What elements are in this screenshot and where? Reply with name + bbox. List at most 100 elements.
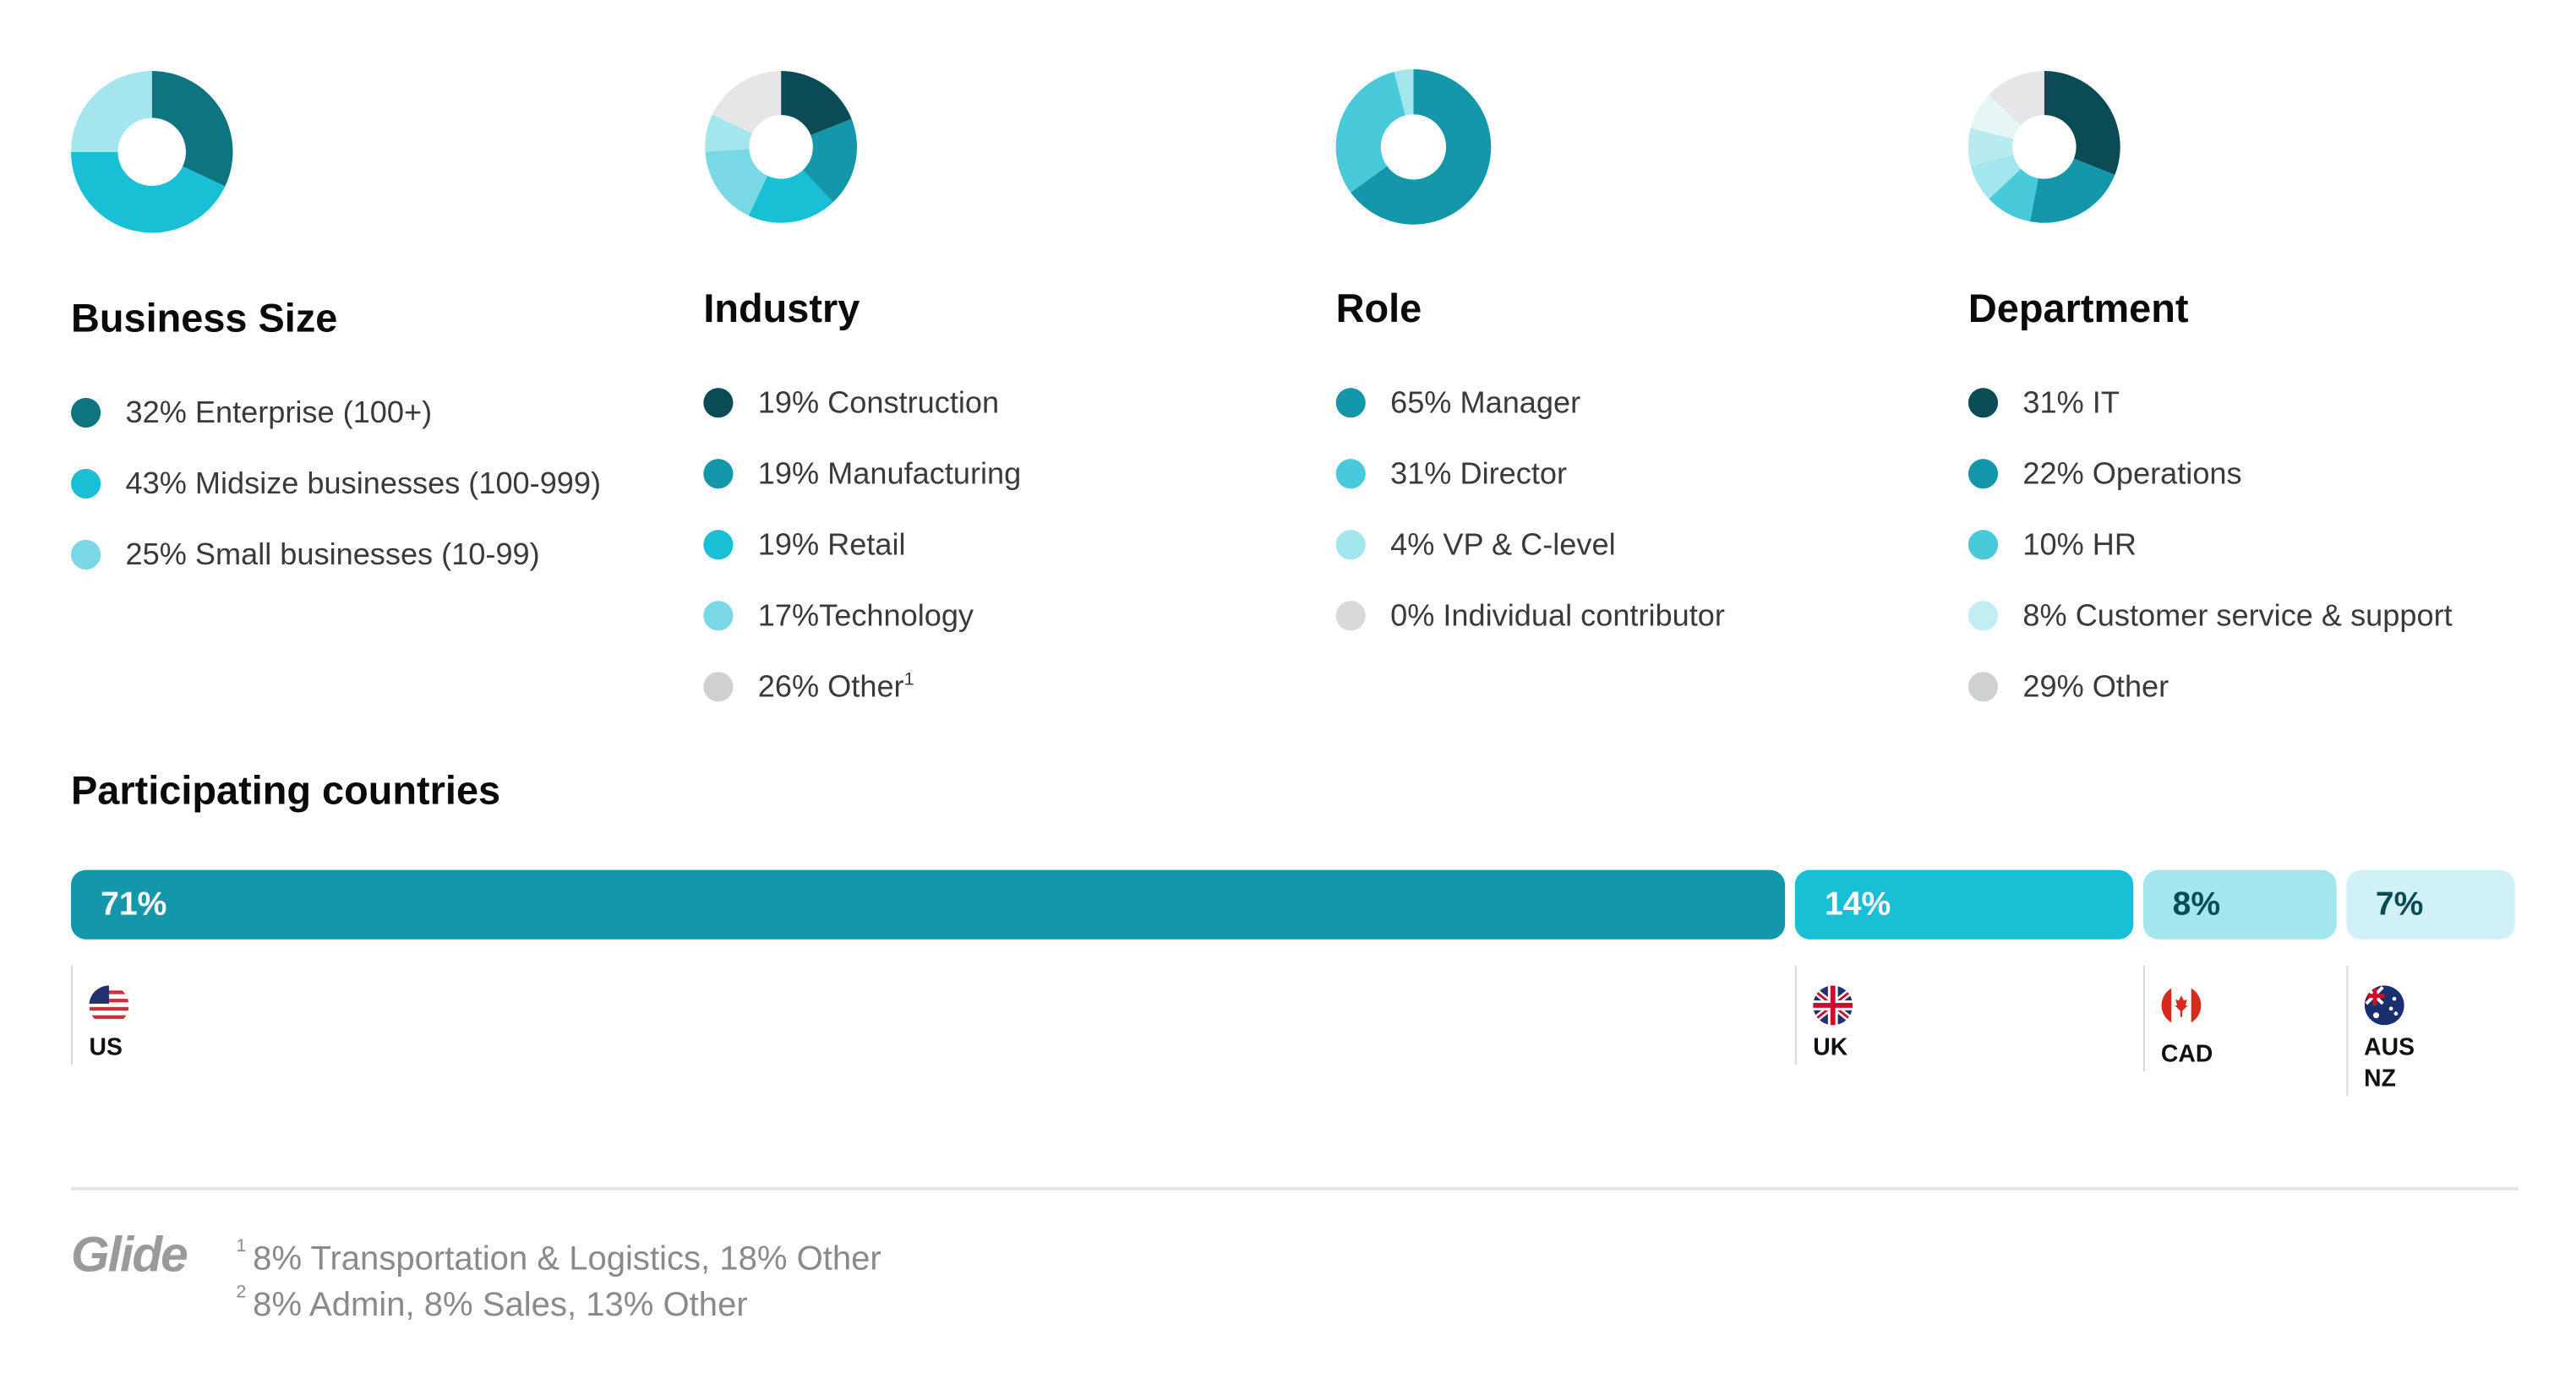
donut-slice	[1335, 71, 1405, 193]
legend-item: 4% VP & C-level	[1335, 525, 1616, 564]
legend-dot	[703, 388, 734, 418]
divider	[71, 1186, 2519, 1191]
legend-dot	[703, 601, 734, 631]
legend-item: 31% IT	[1967, 383, 2120, 422]
donut-slice	[1394, 69, 1414, 116]
legend-label: 19% Manufacturing	[757, 455, 1022, 491]
legend-item: 43% Midsize businesses (100-999)	[71, 464, 601, 504]
country-name: US	[89, 1035, 123, 1062]
donut-slice	[1989, 168, 2038, 222]
legend-dot	[1967, 388, 1999, 418]
us-flag-icon	[89, 985, 129, 1026]
donut-slice	[748, 170, 833, 223]
donut-slice	[705, 114, 752, 152]
legend-item: 31% Director	[1335, 454, 1568, 493]
chart-heading: Industry	[703, 286, 860, 332]
legend-dot	[1335, 388, 1366, 418]
legend-label: 65% Manager	[1390, 384, 1581, 420]
legend-label: 29% Other	[2022, 668, 2169, 704]
country-bar-segment: 8%	[2142, 869, 2336, 940]
country-label: CAD	[2142, 965, 2213, 1072]
donut-slice	[705, 149, 768, 216]
legend-dot	[1335, 601, 1366, 631]
legend-dot	[71, 539, 101, 570]
donut-slice	[1970, 95, 2022, 139]
legend-dot	[703, 530, 734, 560]
donut-slice	[71, 151, 226, 233]
legend-item: 0% Individual contributor	[1335, 596, 1725, 635]
donut-slice	[2044, 71, 2120, 175]
legend-label: 17%Technology	[757, 597, 974, 633]
countries-bar: 71% 14% 8% 7%	[71, 869, 2515, 940]
legend-label: 32% Enterprise (100+)	[125, 394, 433, 429]
donut-slice	[802, 118, 858, 203]
legend-label: 10% HR	[2022, 526, 2137, 562]
legend-dot	[1335, 530, 1366, 560]
donut-slice	[1967, 128, 2014, 166]
legend-label: 31% Director	[1390, 455, 1568, 491]
segment-label: 7%	[2375, 885, 2424, 923]
legend-item: 10% HR	[1967, 525, 2137, 564]
legend-label: 4% VP & C-level	[1390, 526, 1616, 562]
legend-label: 22% Operations	[2022, 455, 2242, 491]
legend-dot	[71, 397, 101, 428]
donut-slice	[781, 71, 852, 135]
country-bar-segment: 14%	[1794, 869, 2133, 940]
legend-label: 19% Construction	[757, 384, 1000, 420]
legend-dot	[1967, 601, 1999, 631]
legend-item: 19% Manufacturing	[703, 454, 1021, 493]
legend-item: 17%Technology	[703, 596, 974, 635]
legend-item: 65% Manager	[1335, 383, 1581, 422]
chart-heading: Role	[1335, 286, 1422, 332]
canada-flag-icon	[2160, 985, 2201, 1026]
footnote-1: 1 8% Transportation & Logistics, 18% Othe…	[236, 1236, 881, 1278]
donut-slice	[1989, 71, 2044, 126]
donut-slice	[1351, 69, 1492, 225]
donut-slice	[712, 71, 782, 134]
country-label: UK	[1794, 965, 1853, 1065]
legend-dot	[1335, 459, 1366, 489]
glide-logo: Glide	[71, 1228, 188, 1283]
legend-dot	[1967, 672, 1999, 702]
donut-slice	[1970, 155, 2022, 199]
donut-slice	[151, 71, 233, 187]
country-name: UK	[1813, 1035, 1848, 1062]
legend-dot	[1967, 530, 1999, 560]
legend-item: 8% Customer service & support	[1967, 596, 2453, 635]
country-name: CAD	[2160, 1041, 2213, 1069]
countries-heading: Participating countries	[71, 769, 501, 815]
legend-label: 25% Small businesses (10-99)	[125, 536, 540, 572]
legend-item: 32% Enterprise (100+)	[71, 393, 432, 433]
country-label: AUS NZ	[2345, 965, 2415, 1097]
legend-label: 8% Customer service & support	[2022, 597, 2453, 633]
legend-dot	[703, 672, 734, 702]
donut-3	[1967, 71, 2120, 223]
country-bar-segment: 71%	[71, 869, 1786, 940]
donut-1	[705, 71, 858, 223]
legend-label: 0% Individual contributor	[1390, 597, 1725, 633]
country-bar-segment: 7%	[2345, 869, 2515, 940]
legend-dot	[1967, 459, 1999, 489]
segment-label: 14%	[1824, 885, 1891, 923]
donut-slice	[71, 71, 152, 152]
legend-label: 31% IT	[2022, 384, 2120, 420]
country-label: US	[71, 965, 129, 1065]
chart-heading: Department	[1967, 286, 2189, 332]
legend-item: 26% Other1	[703, 667, 914, 706]
footnote-2: 2 8% Admin, 8% Sales, 13% Other	[236, 1283, 748, 1324]
chart-heading: Business Size	[71, 297, 338, 342]
donut-slice	[2029, 158, 2115, 223]
donut-2	[1335, 69, 1492, 225]
legend-label: 26% Other1	[757, 668, 914, 704]
legend-item: 19% Construction	[703, 383, 999, 422]
segment-label: 8%	[2172, 885, 2221, 923]
legend-label: 19% Retail	[757, 526, 906, 562]
legend-label: 43% Midsize businesses (100-999)	[125, 465, 602, 501]
segment-label: 71%	[101, 885, 167, 923]
legend-item: 19% Retail	[703, 525, 906, 564]
legend-item: 22% Operations	[1967, 454, 2242, 493]
uk-flag-icon	[1813, 985, 1853, 1026]
legend-item: 29% Other	[1967, 667, 2169, 706]
donut-0	[71, 71, 233, 233]
